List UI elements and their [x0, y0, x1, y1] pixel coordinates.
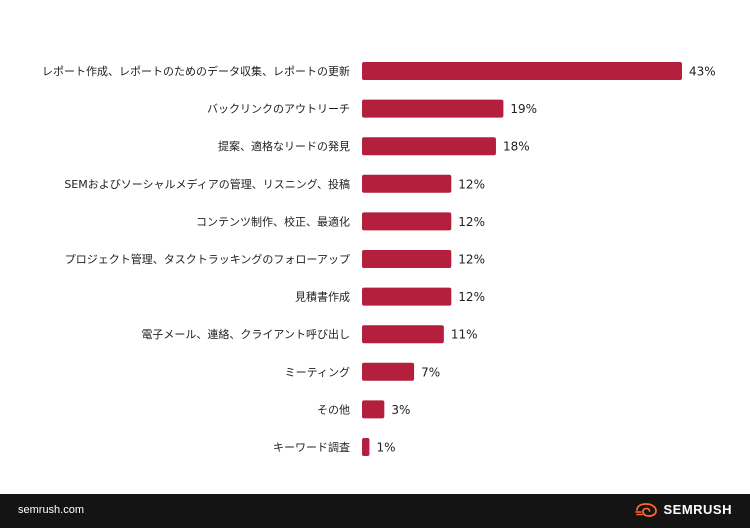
category-label: その他	[317, 403, 350, 416]
bar	[362, 99, 504, 118]
value-label: 43%	[689, 65, 716, 79]
category-label: ミーティング	[285, 365, 350, 379]
bar	[362, 212, 452, 231]
bar	[362, 174, 452, 193]
value-label: 18%	[503, 140, 530, 154]
category-label: プロジェクト管理、タスクトラッキングのフォローアップ	[65, 252, 350, 266]
value-label: 12%	[458, 215, 485, 229]
value-label: 12%	[458, 290, 485, 304]
site-url[interactable]: semrush.com	[18, 504, 85, 516]
value-label: 7%	[421, 365, 440, 379]
category-label: 提案、適格なリードの発見	[218, 139, 350, 153]
category-label: レポート作成、レポートのためのデータ収集、レポートの更新	[42, 64, 350, 78]
bar	[362, 250, 452, 268]
bar	[362, 400, 385, 419]
footer: semrush.com SEMRUSH	[0, 494, 750, 528]
bar	[362, 287, 452, 306]
bar	[362, 362, 415, 381]
category-label: バックリンクのアウトリーチ	[207, 103, 350, 116]
category-label: SEMおよびソーシャルメディアの管理、リスニング、投稿	[64, 177, 350, 191]
bar	[362, 62, 682, 80]
category-label: キーワード調査	[273, 440, 350, 454]
value-label: 19%	[510, 102, 537, 116]
bar	[362, 137, 496, 156]
value-label: 12%	[458, 253, 485, 267]
bar	[362, 325, 444, 344]
value-label: 3%	[391, 403, 410, 417]
brand-logo: SEMRUSH	[635, 502, 732, 517]
category-label: コンテンツ制作、校正、最適化	[196, 214, 350, 228]
brand-name: SEMRUSH	[663, 502, 732, 517]
category-label: 電子メール、連絡、クライアント呼び出し	[141, 327, 350, 341]
semrush-fire-icon	[635, 502, 658, 517]
value-label: 1%	[376, 441, 395, 455]
bar-chart: レポート作成、レポートのためのデータ収集、レポートの更新 43% バックリンクのアウ…	[42, 62, 716, 456]
bar	[362, 438, 370, 456]
value-label: 11%	[451, 328, 478, 342]
value-label: 12%	[458, 177, 485, 191]
category-label: 見積書作成	[295, 290, 350, 304]
